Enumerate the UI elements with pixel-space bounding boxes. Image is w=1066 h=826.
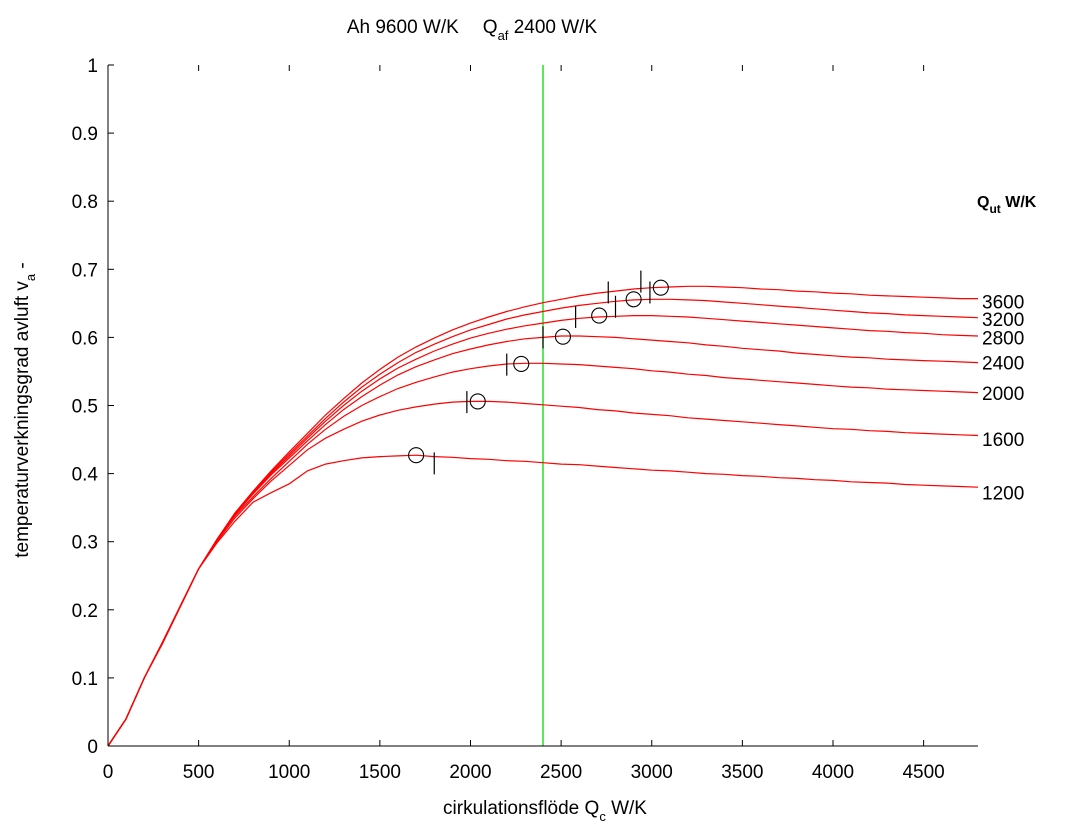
circle-marker-0 — [408, 447, 425, 464]
y-axis-label: temperaturverkningsgrad avluft va - — [12, 262, 38, 558]
series-end-label-1200: 1200 — [982, 484, 1024, 505]
series-end-label-3600: 3600 — [982, 292, 1024, 313]
x-tick-label-0: 0 — [103, 762, 114, 783]
y-tick-label-0.2: 0.2 — [72, 601, 98, 622]
circle-marker-3 — [554, 328, 571, 345]
x-axis-ticks: 0 500 1000 1500 2000 2500 3000 3500 4000 4500 — [103, 65, 945, 783]
series-line-2000 — [107, 362, 979, 747]
series-end-label-1600: 1600 — [982, 430, 1024, 451]
y-tick-label-0.3: 0.3 — [72, 533, 98, 554]
x-tick-label-1500: 1500 — [359, 762, 401, 783]
x-tick-label-4500: 4500 — [902, 762, 944, 783]
y-tick-label-0.5: 0.5 — [72, 397, 98, 418]
circle-marker-6 — [652, 279, 669, 296]
x-tick-label-500: 500 — [183, 762, 215, 783]
y-tick-label-0.8: 0.8 — [72, 192, 98, 213]
y-tick-label-0.6: 0.6 — [72, 328, 98, 349]
x-axis-label: cirkulationsflöde Qc W/K — [443, 798, 647, 824]
series-end-label-2400: 2400 — [982, 354, 1024, 375]
circle-marker-1 — [469, 393, 486, 410]
circle-marker-2 — [513, 355, 530, 373]
series-line-1600 — [107, 400, 979, 747]
series-end-label-2800: 2800 — [982, 328, 1024, 349]
circle-marker-4 — [591, 307, 608, 324]
x-tick-label-2000: 2000 — [449, 762, 491, 783]
x-tick-label-3000: 3000 — [631, 762, 673, 783]
series-end-label-2000: 2000 — [982, 384, 1024, 405]
series-end-label-3200: 3200 — [982, 310, 1024, 331]
x-tick-label-3500: 3500 — [721, 762, 763, 783]
chart-title: Ah 9600 W/K Qaf 2400 W/K — [347, 17, 598, 43]
legend-title: Qut W/K — [977, 194, 1037, 216]
y-tick-label-0.7: 0.7 — [72, 260, 98, 281]
x-tick-label-2500: 2500 — [540, 762, 582, 783]
y-tick-label-0.9: 0.9 — [72, 124, 98, 145]
y-tick-label-0.1: 0.1 — [72, 669, 98, 690]
x-tick-label-4000: 4000 — [812, 762, 854, 783]
series-line-3600 — [107, 285, 978, 747]
y-tick-label-1: 1 — [87, 56, 98, 77]
circle-marker-5 — [625, 291, 642, 308]
series-line-1200 — [107, 454, 979, 747]
y-axis-ticks: 0 0.1 0.2 0.3 0.4 0.5 0.6 0.7 0.8 0.9 1 — [72, 56, 114, 758]
x-tick-label-1000: 1000 — [268, 762, 310, 783]
y-tick-label-0: 0 — [87, 737, 98, 758]
y-tick-label-0.4: 0.4 — [72, 465, 99, 486]
